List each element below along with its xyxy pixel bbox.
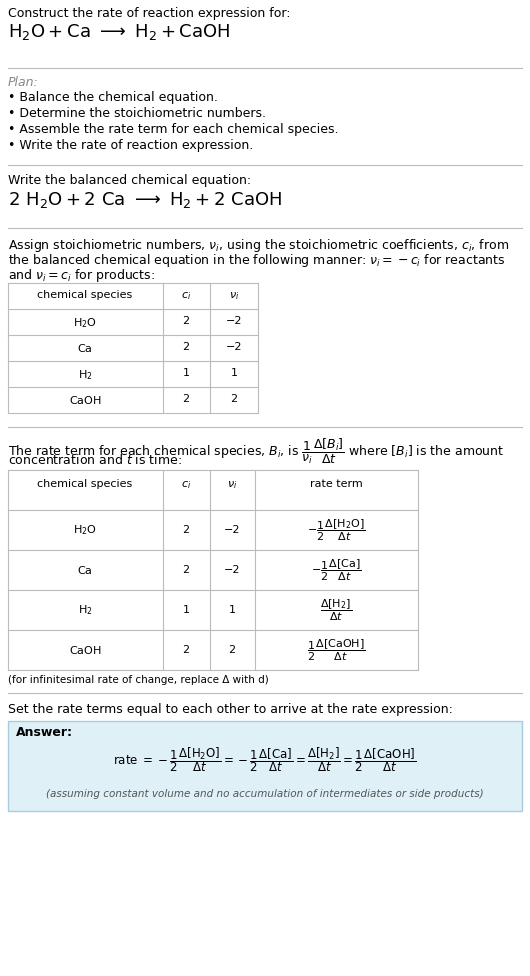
Text: $\mathrm{H_2O + Ca\ \longrightarrow\ H_2 + CaOH}$: $\mathrm{H_2O + Ca\ \longrightarrow\ H_2… (8, 22, 231, 42)
Text: 2: 2 (182, 645, 190, 655)
Text: 2: 2 (182, 394, 190, 404)
Text: $\mathrm{CaOH}$: $\mathrm{CaOH}$ (69, 394, 101, 406)
Text: $c_i$: $c_i$ (181, 290, 191, 302)
Text: −2: −2 (224, 565, 240, 575)
Text: $\dfrac{\Delta[\mathrm{H_2}]}{\Delta t}$: $\dfrac{\Delta[\mathrm{H_2}]}{\Delta t}$ (320, 597, 352, 623)
Text: 2: 2 (228, 645, 235, 655)
Text: concentration and $t$ is time:: concentration and $t$ is time: (8, 453, 182, 467)
Text: $\nu_i$: $\nu_i$ (229, 290, 239, 302)
Text: −2: −2 (224, 525, 240, 535)
Text: Plan:: Plan: (8, 76, 39, 89)
Text: rate $= -\dfrac{1}{2}\dfrac{\Delta[\mathrm{H_2O}]}{\Delta t}= -\dfrac{1}{2}\dfra: rate $= -\dfrac{1}{2}\dfrac{\Delta[\math… (113, 745, 417, 774)
Text: 1: 1 (182, 605, 190, 615)
Text: $\mathrm{H_2}$: $\mathrm{H_2}$ (78, 603, 92, 617)
Text: $\dfrac{1}{2}\dfrac{\Delta[\mathrm{CaOH}]}{\Delta t}$: $\dfrac{1}{2}\dfrac{\Delta[\mathrm{CaOH}… (307, 637, 365, 663)
Text: 2: 2 (231, 394, 237, 404)
Text: Construct the rate of reaction expression for:: Construct the rate of reaction expressio… (8, 7, 290, 20)
Text: Set the rate terms equal to each other to arrive at the rate expression:: Set the rate terms equal to each other t… (8, 703, 453, 716)
Text: chemical species: chemical species (38, 290, 132, 300)
Text: −2: −2 (226, 316, 242, 326)
Text: Write the balanced chemical equation:: Write the balanced chemical equation: (8, 174, 251, 187)
Text: (assuming constant volume and no accumulation of intermediates or side products): (assuming constant volume and no accumul… (46, 789, 484, 799)
Text: chemical species: chemical species (38, 479, 132, 489)
Text: • Write the rate of reaction expression.: • Write the rate of reaction expression. (8, 139, 253, 152)
Text: $c_i$: $c_i$ (181, 479, 191, 491)
Text: Assign stoichiometric numbers, $\nu_i$, using the stoichiometric coefficients, $: Assign stoichiometric numbers, $\nu_i$, … (8, 237, 509, 254)
Text: $\mathrm{H_2O}$: $\mathrm{H_2O}$ (73, 523, 97, 537)
Text: 2: 2 (182, 342, 190, 352)
Text: $-\dfrac{1}{2}\dfrac{\Delta[\mathrm{Ca}]}{\Delta t}$: $-\dfrac{1}{2}\dfrac{\Delta[\mathrm{Ca}]… (311, 557, 361, 583)
Bar (8, 721, 522, 811)
Text: and $\nu_i = c_i$ for products:: and $\nu_i = c_i$ for products: (8, 267, 155, 284)
Text: $\mathrm{2\ H_2O + 2\ Ca\ \longrightarrow\ H_2 + 2\ CaOH}$: $\mathrm{2\ H_2O + 2\ Ca\ \longrightarro… (8, 190, 282, 210)
Text: $\mathrm{Ca}$: $\mathrm{Ca}$ (77, 342, 93, 354)
Text: 2: 2 (182, 316, 190, 326)
Text: rate term: rate term (310, 479, 363, 489)
Text: $\mathrm{H_2}$: $\mathrm{H_2}$ (78, 368, 92, 382)
Text: the balanced chemical equation in the following manner: $\nu_i = -c_i$ for react: the balanced chemical equation in the fo… (8, 252, 506, 269)
Text: 2: 2 (182, 525, 190, 535)
Text: 1: 1 (228, 605, 235, 615)
Text: $-\dfrac{1}{2}\dfrac{\Delta[\mathrm{H_2O}]}{\Delta t}$: $-\dfrac{1}{2}\dfrac{\Delta[\mathrm{H_2O… (307, 517, 365, 543)
Text: 1: 1 (231, 368, 237, 378)
Text: • Balance the chemical equation.: • Balance the chemical equation. (8, 91, 218, 104)
Text: • Assemble the rate term for each chemical species.: • Assemble the rate term for each chemic… (8, 123, 339, 136)
Text: (for infinitesimal rate of change, replace Δ with d): (for infinitesimal rate of change, repla… (8, 675, 269, 685)
Text: • Determine the stoichiometric numbers.: • Determine the stoichiometric numbers. (8, 107, 266, 120)
Text: 2: 2 (182, 565, 190, 575)
Text: −2: −2 (226, 342, 242, 352)
Text: $\mathrm{H_2O}$: $\mathrm{H_2O}$ (73, 316, 97, 330)
Text: Answer:: Answer: (16, 726, 73, 739)
Text: 1: 1 (182, 368, 190, 378)
Text: $\nu_i$: $\nu_i$ (227, 479, 237, 491)
Text: The rate term for each chemical species, $B_i$, is $\dfrac{1}{\nu_i}\dfrac{\Delt: The rate term for each chemical species,… (8, 437, 505, 467)
Text: $\mathrm{Ca}$: $\mathrm{Ca}$ (77, 564, 93, 576)
Text: $\mathrm{CaOH}$: $\mathrm{CaOH}$ (69, 644, 101, 656)
